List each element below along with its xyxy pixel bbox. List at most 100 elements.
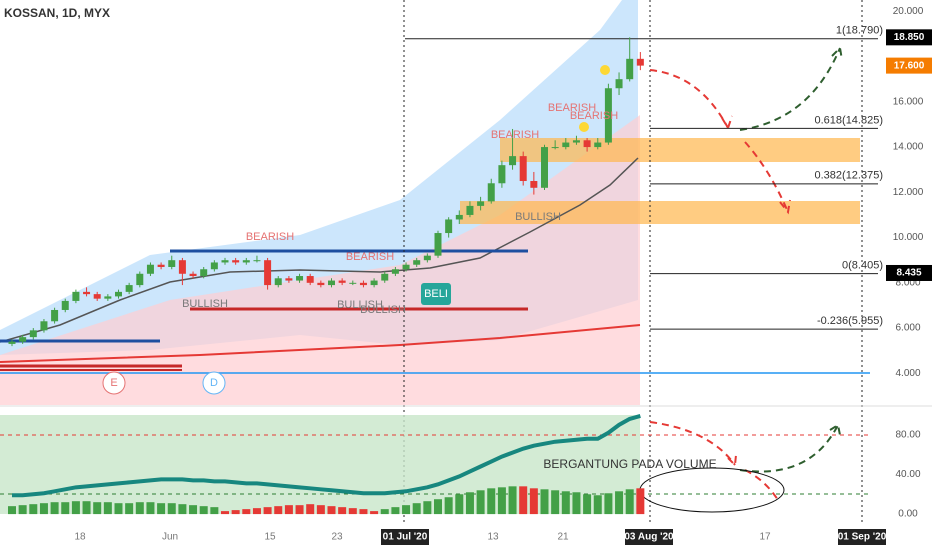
candle-body [168, 260, 176, 267]
candle-body [338, 280, 346, 283]
price-label-box [886, 57, 932, 74]
candle-body [498, 165, 506, 184]
bar [39, 503, 48, 515]
annotation: BEARISH [548, 102, 596, 114]
candle-body [455, 214, 463, 220]
zone [500, 138, 860, 162]
candle-body [157, 264, 165, 267]
x-tick-label: 13 [487, 532, 499, 543]
bar [306, 504, 315, 515]
annotation: BULLISH [515, 211, 561, 223]
y-tick-label: 16.000 [893, 96, 924, 107]
zone [460, 201, 860, 224]
annotation: BEARISH [570, 110, 618, 122]
bar [252, 508, 261, 515]
bar [529, 488, 538, 515]
candle-body [125, 285, 133, 292]
price-label-box [886, 264, 932, 281]
bar [338, 507, 347, 515]
bar [157, 503, 166, 515]
candle-body [328, 280, 335, 286]
candle-body [221, 260, 229, 263]
bar [508, 486, 517, 515]
candle-body [306, 276, 314, 283]
bar [8, 506, 16, 515]
bar [210, 507, 219, 515]
bar [295, 505, 304, 515]
candle-body [445, 219, 453, 234]
badge [421, 283, 451, 305]
candle-body [61, 300, 69, 310]
candle-body [509, 156, 517, 166]
candle-body [93, 294, 101, 299]
candle-body [317, 282, 325, 286]
x-label-box [838, 529, 886, 545]
y-tick-label: 80.00 [895, 429, 920, 440]
y-tick-label: 40.00 [895, 469, 920, 480]
bar [636, 488, 645, 515]
bar [18, 505, 27, 515]
bar [444, 497, 453, 515]
bar [423, 501, 432, 515]
candle-body [604, 88, 612, 143]
x-tick-label: 01 Sep '20 [838, 532, 887, 543]
fib-label: 0(8.405) [842, 260, 883, 272]
bar [178, 504, 187, 515]
arrow [739, 423, 841, 473]
price-label: 18.850 [894, 32, 925, 43]
bar [487, 488, 496, 515]
candle-body [519, 156, 527, 182]
badge [102, 371, 126, 395]
bar [284, 505, 293, 515]
bar [274, 506, 283, 515]
candle-body [264, 260, 272, 286]
x-tick-label: 03 Aug '20 [624, 532, 674, 543]
candle-body [285, 278, 293, 281]
bar [242, 509, 251, 515]
bar [604, 493, 613, 515]
bar [82, 501, 91, 515]
x-tick-label: 21 [557, 532, 569, 543]
bar [572, 492, 581, 515]
ma-line [0, 157, 639, 343]
x-label-box [625, 529, 673, 545]
candle-body [551, 147, 559, 149]
annotation: BULLISH [337, 299, 383, 311]
bar [370, 511, 379, 515]
price-label-box [886, 29, 932, 46]
x-tick-label: 23 [331, 532, 343, 543]
x-tick-label: 15 [264, 532, 276, 543]
candle-body [136, 273, 144, 286]
badge [202, 371, 226, 395]
x-tick-label: Jun [162, 532, 178, 543]
candle-body [40, 321, 48, 331]
marker [579, 122, 589, 132]
candle-body [83, 291, 91, 295]
candle-body [370, 280, 378, 286]
bar [135, 502, 144, 515]
chart-title: KOSSAN, 1D, MYX [4, 6, 110, 20]
candle-body [178, 260, 186, 274]
candle-body [115, 291, 122, 297]
candle-body [359, 282, 367, 286]
y-tick-label: 20.000 [893, 6, 924, 17]
y-tick-label: 4.000 [895, 368, 920, 379]
bar [125, 503, 134, 515]
bar [71, 501, 80, 515]
candle-body [413, 260, 421, 265]
bar [359, 509, 368, 515]
marker [600, 65, 610, 75]
price-label: 17.600 [894, 60, 925, 71]
price-label: 8.435 [896, 268, 921, 279]
candle-body [200, 269, 208, 277]
annotation: BERGANTUNG PADA VOLUME [543, 457, 716, 471]
fib-label: -0.236(5.955) [817, 315, 883, 327]
candle-body [466, 205, 474, 215]
bar [29, 504, 38, 515]
annotation: BULLISH [182, 298, 228, 310]
candle-body [242, 260, 250, 263]
fib-label: 0.618(14.825) [815, 114, 884, 126]
annotation: D [210, 377, 218, 389]
annotation: BEARISH [491, 129, 539, 141]
annotation: BEARISH [346, 251, 394, 263]
